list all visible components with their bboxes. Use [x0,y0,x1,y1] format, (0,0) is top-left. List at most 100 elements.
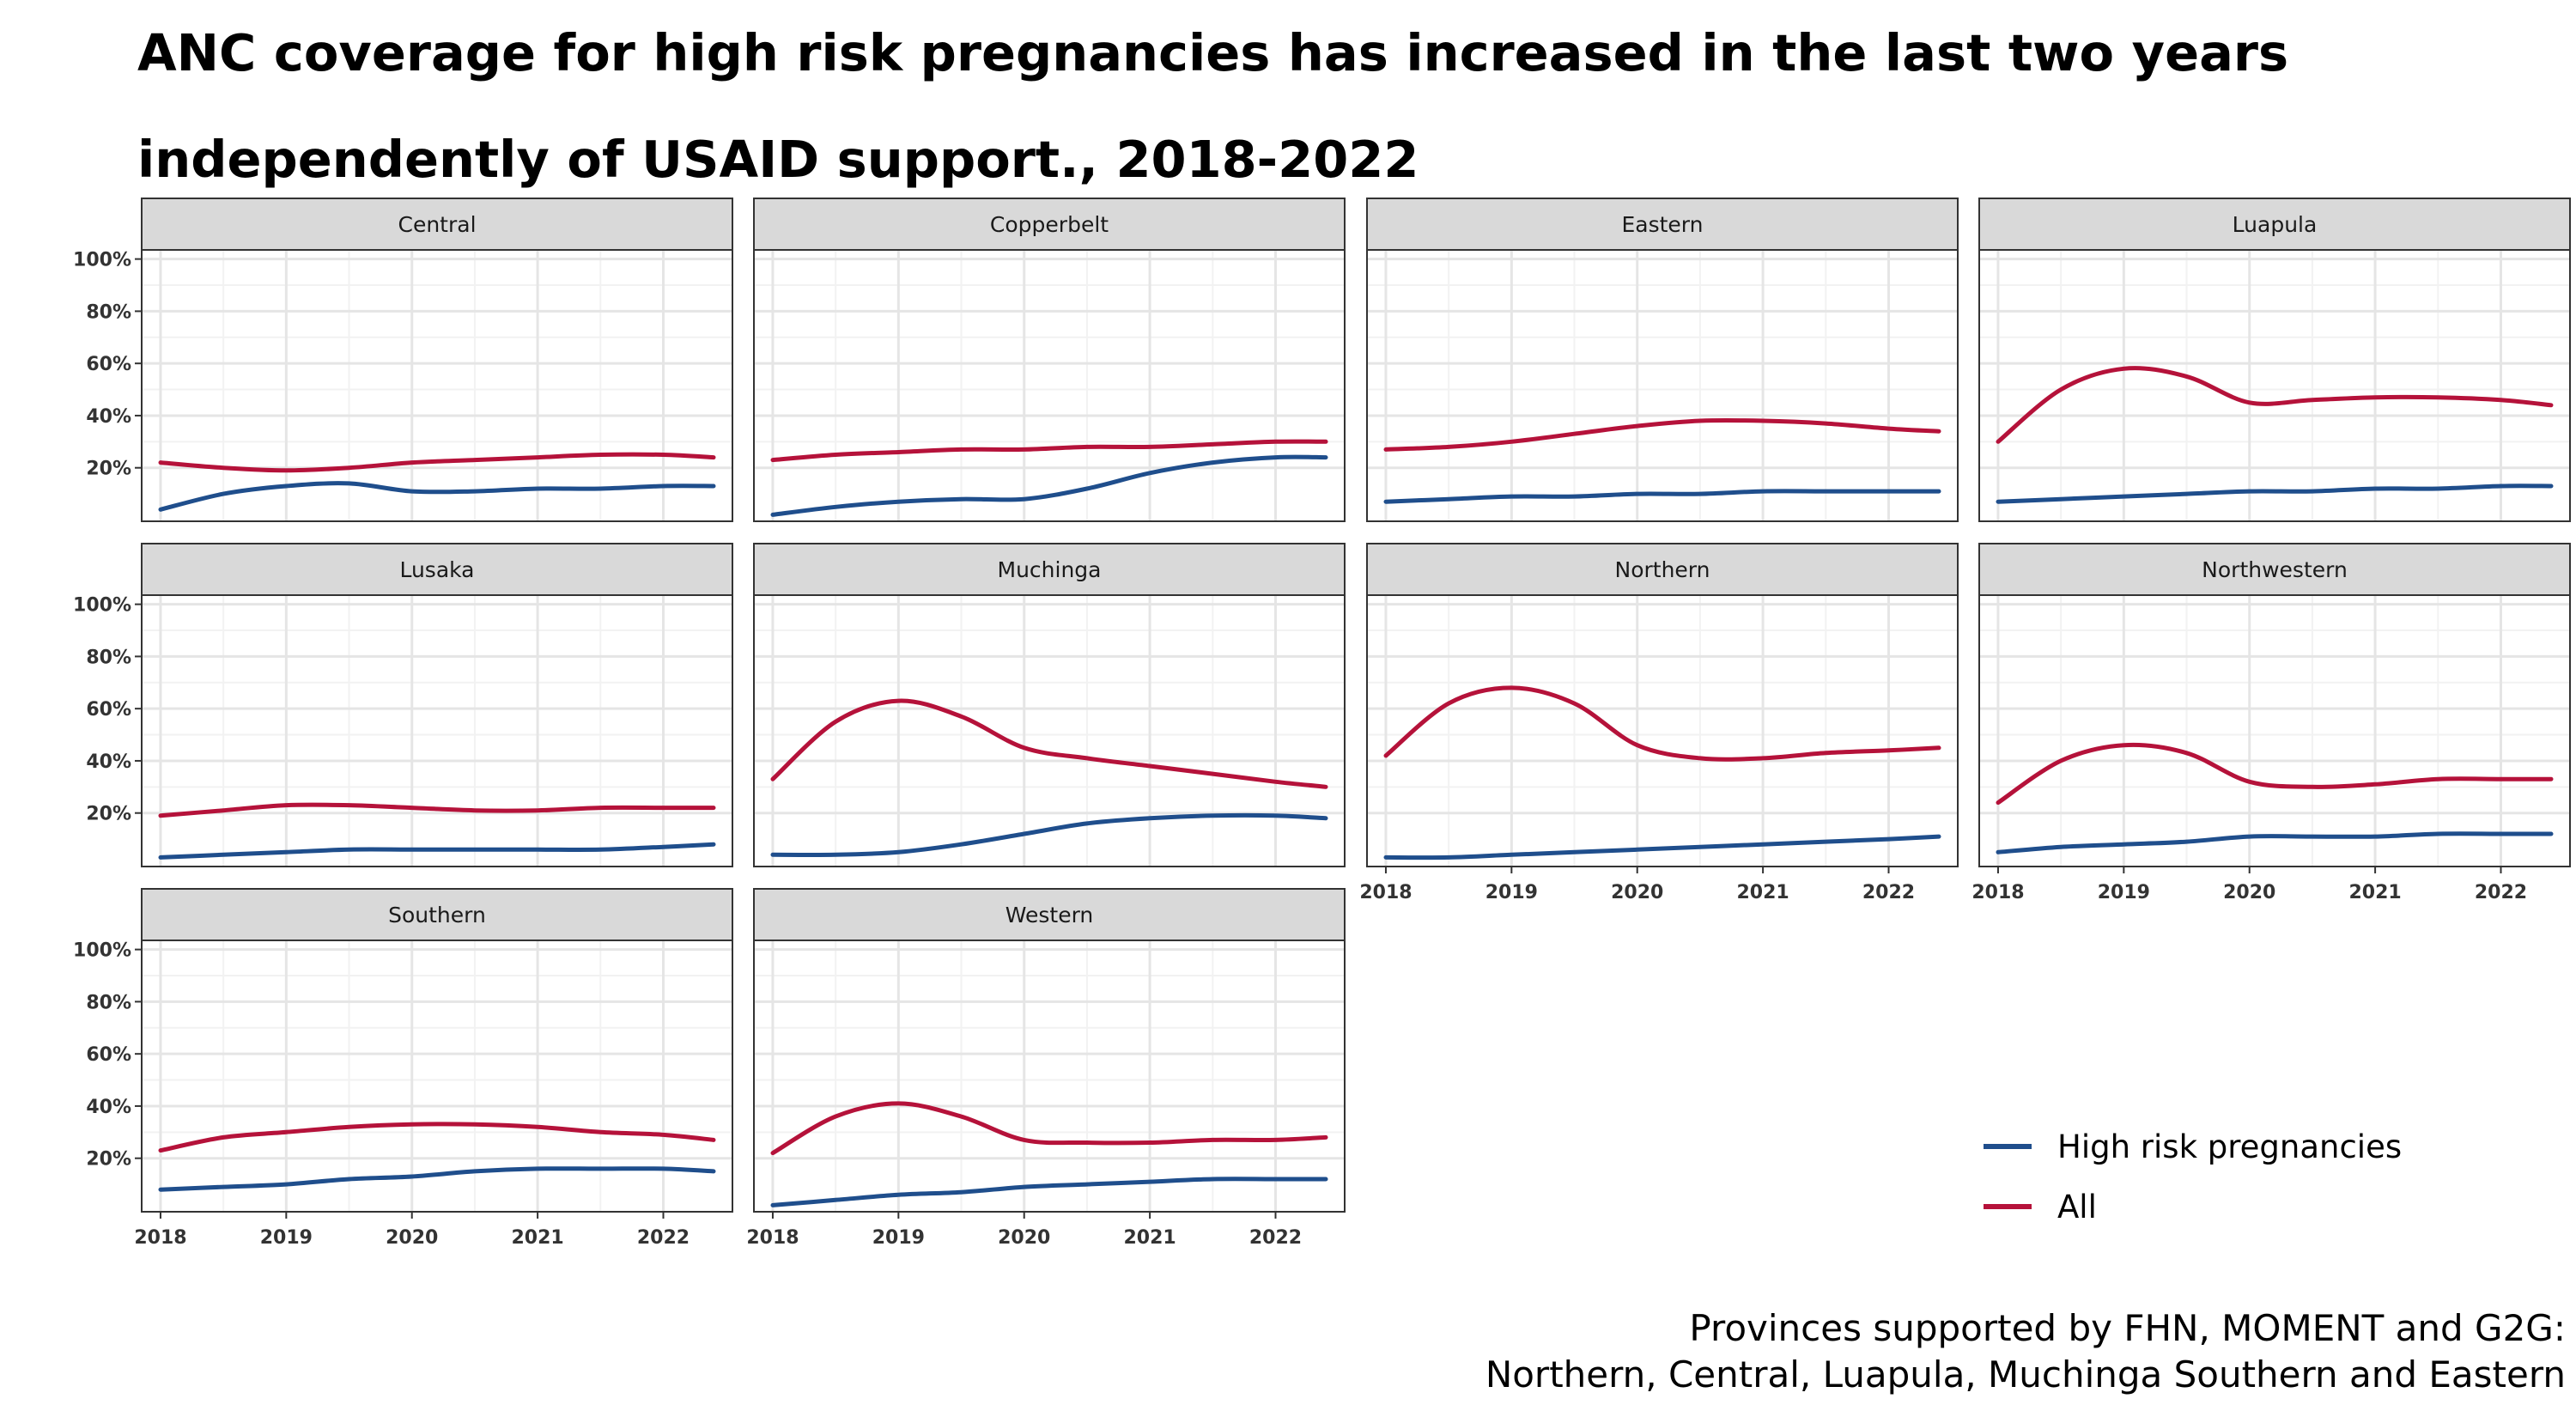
panel-copperbelt: Copperbelt [753,198,1346,522]
panel-border [1978,249,2571,522]
strip-background [141,543,733,596]
panel-northwestern: Northwestern 2018 2019 2020 2021 2022 [1971,543,2571,903]
x-tick-label: 2018 [746,1227,799,1249]
series-line-all [158,452,716,473]
panel-northern: Northern 2018 2019 2020 2021 2022 [1359,543,1959,903]
strip-label: Northwestern [2202,557,2348,582]
chart-title: ANC coverage for high risk pregnancies h… [137,23,2289,189]
strip-label: Copperbelt [990,212,1109,237]
series-line-high-risk [770,812,1328,858]
x-tick-label: 2022 [1862,882,1915,903]
strip-background [753,888,1346,941]
strip-label: Muchinga [998,557,1102,582]
y-tick-label: 20% [86,1149,131,1171]
series-line-high-risk [770,454,1328,517]
caption: Provinces supported by FHN, MOMENT and G… [1485,1305,2566,1398]
caption-line-2: Northern, Central, Luapula, Muchinga Sou… [1485,1353,2566,1396]
panel-background [142,940,732,1212]
y-tick-label: 80% [86,992,131,1013]
series-line-high-risk [770,1177,1328,1207]
panel-background [1979,250,2570,521]
strip-background [1978,198,2571,251]
y-tick-label: 40% [86,751,131,773]
panel-lusaka: Lusaka 20% 40% 60% 80% 100% [73,543,733,867]
y-tick-label: 100% [73,595,131,617]
legend: High risk pregnancies All [1984,1116,2402,1237]
series-line-all [1383,417,1941,452]
y-tick-label: 60% [86,1044,131,1066]
x-tick-label: 2021 [2348,882,2401,903]
x-tick-label: 2018 [1359,882,1412,903]
x-tick-label: 2020 [998,1227,1050,1249]
x-tick-label: 2021 [1736,882,1789,903]
y-tick-label: 40% [86,1097,131,1118]
x-tick-label: 2021 [1123,1227,1176,1249]
panel-background [142,595,732,867]
panel-background [754,250,1345,521]
y-tick-label: 100% [73,940,131,962]
panel-border [141,249,733,522]
panel-background [1367,595,1958,867]
y-tick-label: 20% [86,804,131,825]
x-tick-label: 2022 [637,1227,690,1249]
panel-central: Central 20% 40% 60% 80% 100% [73,198,733,522]
series-line-all [1996,742,2554,806]
y-tick-label: 100% [73,250,131,271]
y-tick-label: 40% [86,406,131,428]
series-line-high-risk [158,1166,716,1192]
x-tick-label: 2022 [1249,1227,1302,1249]
series-line-high-risk [1996,483,2554,504]
series-line-all [158,1122,716,1153]
series-line-high-risk [158,481,716,512]
panel-border [753,940,1346,1213]
panel-border [1366,249,1959,522]
legend-label-all: All [2057,1188,2097,1225]
legend-key-high-risk [1984,1144,2032,1149]
legend-item-all: All [1984,1177,2402,1237]
panel-background [754,940,1345,1212]
panel-border [753,594,1346,867]
strip-label: Southern [388,903,486,927]
y-tick-label: 20% [86,459,131,480]
x-tick-label: 2019 [2098,882,2150,903]
panel-background [142,250,732,521]
x-tick-label: 2020 [386,1227,438,1249]
panel-background [754,595,1345,867]
y-tick-label: 80% [86,301,131,323]
series-line-all [158,802,716,818]
strip-label: Western [1005,903,1094,927]
panel-muchinga: Muchinga [753,543,1346,867]
panel-background [1979,595,2570,867]
y-tick-label: 60% [86,699,131,721]
x-tick-label: 2019 [260,1227,313,1249]
strip-background [753,543,1346,596]
panel-background [1367,250,1958,521]
caption-line-1: Provinces supported by FHN, MOMENT and G… [1689,1307,2566,1349]
strip-background [753,198,1346,251]
panel-border [1978,594,2571,867]
series-line-all [1383,685,1941,762]
strip-label: Central [398,212,476,237]
legend-key-all [1984,1204,2032,1209]
series-line-all [1996,366,2554,444]
x-tick-label: 2019 [872,1227,925,1249]
series-line-all [770,1101,1328,1156]
x-tick-label: 2020 [1611,882,1663,903]
legend-label-high-risk: High risk pregnancies [2057,1128,2403,1165]
series-line-high-risk [1383,489,1941,504]
series-line-high-risk [158,842,716,860]
x-tick-label: 2020 [2223,882,2275,903]
x-tick-label: 2021 [511,1227,563,1249]
panel-luapula: Luapula [1978,198,2571,522]
series-line-all [770,439,1328,463]
x-tick-label: 2019 [1485,882,1538,903]
panel-border [1366,594,1959,867]
series-line-high-risk [1383,834,1941,861]
panel-southern: Southern 20% 40% 60% 80% 100% 2018 2019 2020 2021… [73,888,733,1249]
strip-label: Lusaka [399,557,474,582]
strip-label: Northern [1615,557,1710,582]
series-line-high-risk [1996,831,2554,854]
panel-border [753,249,1346,522]
strip-background [141,888,733,941]
